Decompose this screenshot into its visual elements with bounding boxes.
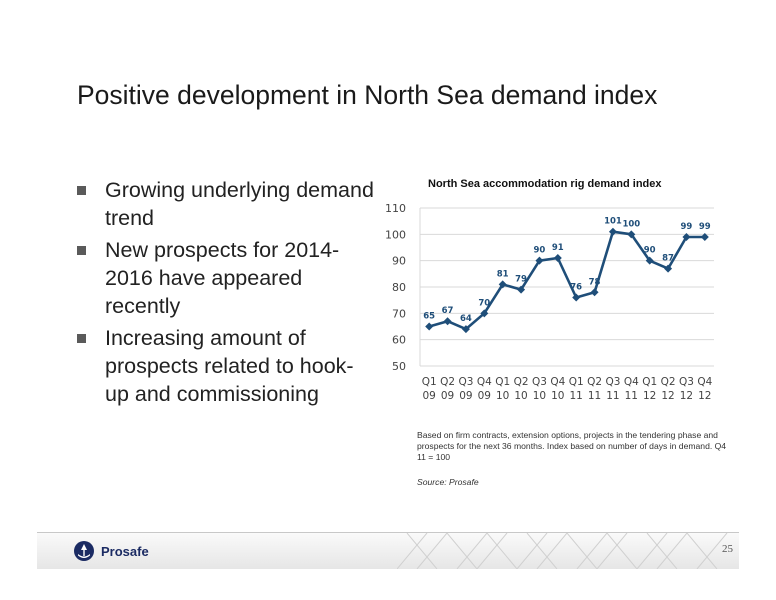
data-point [498, 280, 507, 289]
data-label: 100 [622, 219, 640, 229]
x-tick-label-quarter: Q3 [458, 376, 473, 388]
bullet-text: Growing underlying demand trend [105, 178, 374, 230]
demand-index-chart: 50 60 70 80 90 100 110 Q1 09 Q2 09 Q3 09 Q4 09 Q1 10 Q2 10… [385, 202, 714, 402]
y-tick-label: 90 [392, 255, 406, 268]
data-point [461, 325, 470, 334]
footer-pattern [397, 533, 728, 569]
data-label: 101 [604, 217, 622, 227]
data-point [700, 232, 709, 241]
y-tick-label: 60 [392, 334, 406, 347]
y-tick-label: 50 [392, 360, 406, 373]
data-point [443, 317, 452, 326]
data-point [425, 322, 434, 331]
data-label: 67 [442, 306, 454, 316]
x-tick-label-quarter: Q4 [550, 376, 565, 388]
x-tick-label-year: 09 [441, 390, 454, 402]
bullet-square-icon [77, 186, 86, 195]
chart-note: Based on firm contracts, extension optio… [417, 430, 727, 462]
x-tick-label-year: 10 [496, 390, 509, 402]
x-tick-label-quarter: Q2 [440, 376, 455, 388]
data-label: 99 [681, 222, 693, 232]
x-tick-label-quarter: Q4 [697, 376, 712, 388]
data-label: 81 [497, 269, 509, 279]
x-tick-label-quarter: Q3 [605, 376, 620, 388]
x-tick-label-quarter: Q1 [569, 376, 584, 388]
data-label: 65 [423, 312, 435, 322]
x-tick-label-year: 11 [606, 390, 619, 402]
data-label: 78 [589, 277, 601, 287]
x-tick-label-year: 09 [423, 390, 436, 402]
x-tick-label-year: 12 [661, 390, 674, 402]
data-point [480, 309, 489, 318]
page-number: 25 [722, 543, 733, 555]
data-point [682, 232, 691, 241]
data-point [517, 285, 526, 294]
data-point [664, 264, 673, 273]
x-tick-label-year: 10 [533, 390, 546, 402]
x-tick-label-quarter: Q4 [477, 376, 492, 388]
bullet-square-icon [77, 334, 86, 343]
x-tick-label-quarter: Q3 [532, 376, 547, 388]
bullet-list: Growing underlying demand trend New pros… [76, 176, 376, 412]
x-tick-label-quarter: Q3 [679, 376, 694, 388]
data-label: 91 [552, 243, 564, 253]
data-point [572, 293, 581, 302]
x-tick-label-year: 12 [680, 390, 693, 402]
data-point [535, 256, 544, 265]
bullet-text: New prospects for 2014-2016 have appeare… [105, 238, 340, 318]
chart-title: North Sea accommodation rig demand index [428, 178, 662, 190]
data-label: 99 [699, 222, 711, 232]
y-tick-label: 100 [385, 228, 406, 241]
x-tick-label-year: 12 [643, 390, 656, 402]
slide-title: Positive development in North Sea demand… [77, 80, 658, 110]
bullet-item: Increasing amount of prospects related t… [76, 324, 376, 408]
series-line [428, 230, 705, 331]
data-point [645, 256, 654, 265]
data-label: 64 [460, 314, 472, 324]
chart-source: Source: Prosafe [417, 477, 479, 487]
data-label: 87 [662, 254, 674, 264]
bullet-square-icon [77, 246, 86, 255]
data-point [553, 254, 562, 263]
x-tick-label-quarter: Q1 [422, 376, 437, 388]
x-tick-label-year: 11 [625, 390, 638, 402]
x-tick-label-year: 12 [698, 390, 711, 402]
x-tick-label-quarter: Q2 [587, 376, 602, 388]
data-point [590, 288, 599, 297]
x-tick-label-year: 10 [514, 390, 527, 402]
x-tick-label-quarter: Q1 [642, 376, 657, 388]
data-label: 70 [478, 298, 490, 308]
footer-bar: Prosafe 25 [37, 532, 739, 569]
data-point [608, 227, 617, 236]
data-label: 90 [644, 246, 656, 256]
x-tick-label-quarter: Q2 [514, 376, 529, 388]
bullet-item: New prospects for 2014-2016 have appeare… [76, 236, 376, 320]
x-tick-label-quarter: Q4 [624, 376, 639, 388]
data-label: 90 [534, 246, 546, 256]
y-tick-label: 110 [385, 202, 406, 215]
data-label: 79 [515, 275, 527, 285]
prosafe-logo: Prosafe [73, 540, 149, 562]
x-tick-label-year: 10 [551, 390, 564, 402]
bullet-text: Increasing amount of prospects related t… [105, 326, 354, 406]
data-label: 76 [570, 283, 582, 293]
x-tick-label-year: 11 [588, 390, 601, 402]
prosafe-logo-icon [74, 541, 94, 561]
x-tick-label-year: 09 [478, 390, 491, 402]
y-tick-label: 80 [392, 281, 406, 294]
bullet-item: Growing underlying demand trend [76, 176, 376, 232]
data-point [627, 230, 636, 239]
y-tick-label: 70 [392, 307, 406, 320]
x-tick-label-quarter: Q1 [495, 376, 510, 388]
logo-text: Prosafe [101, 543, 149, 559]
x-tick-label-year: 09 [459, 390, 472, 402]
x-tick-label-quarter: Q2 [661, 376, 676, 388]
x-tick-label-year: 11 [570, 390, 583, 402]
